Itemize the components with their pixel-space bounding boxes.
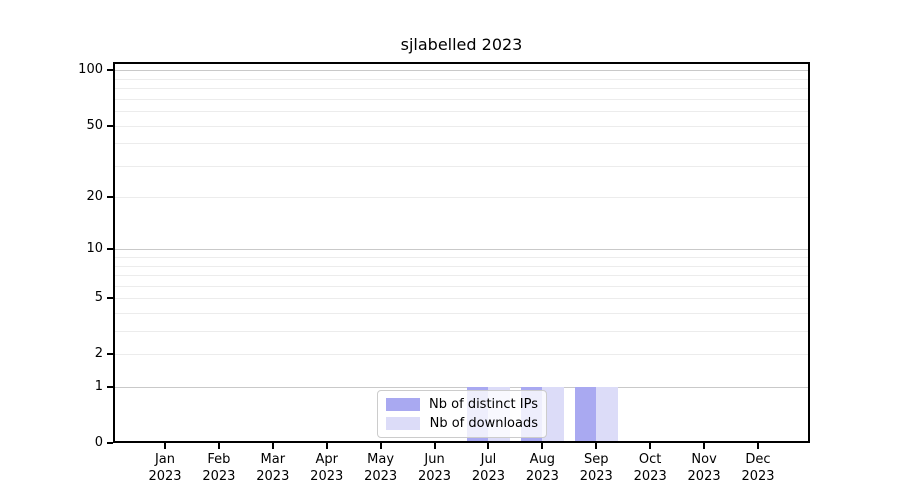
x-tick-label: Aug 2023 — [525, 452, 559, 484]
y-tick-label: 50 — [86, 117, 103, 133]
plot-area — [113, 62, 810, 443]
legend: Nb of distinct IPs Nb of downloads — [377, 390, 547, 438]
x-tick-label: Nov 2023 — [687, 452, 721, 484]
y-tick-label: 10 — [86, 241, 103, 257]
legend-entry-distinct-ips: Nb of distinct IPs — [386, 397, 538, 412]
y-tick-mark — [107, 248, 113, 251]
x-tick-label: Jun 2023 — [417, 452, 452, 484]
y-tick-mark — [107, 353, 113, 356]
x-tick-mark — [541, 443, 544, 449]
y-tick-label: 20 — [86, 189, 103, 205]
y-tick-mark — [107, 196, 113, 199]
x-tick-label: Oct 2023 — [633, 452, 667, 484]
y-tick-mark — [107, 124, 113, 127]
x-tick-mark — [271, 443, 274, 449]
y-tick-label: 1 — [94, 379, 103, 395]
y-gridline-minor — [113, 197, 810, 199]
x-tick-label: Feb 2023 — [202, 452, 236, 484]
bar-downloads — [542, 387, 564, 443]
y-gridline-minor — [113, 88, 810, 90]
y-tick-mark — [107, 69, 113, 72]
y-tick-label: 100 — [78, 62, 103, 78]
y-tick-mark — [107, 442, 113, 444]
x-tick-mark — [703, 443, 706, 449]
bar-distinct-ips — [574, 387, 597, 443]
x-tick-label: Sep 2023 — [579, 452, 613, 484]
y-gridline-minor — [113, 275, 810, 277]
x-tick-mark — [487, 443, 490, 449]
legend-label: Nb of downloads — [429, 416, 538, 431]
x-tick-label: May 2023 — [364, 452, 398, 484]
bar-downloads — [596, 387, 618, 443]
y-gridline-minor — [113, 143, 810, 145]
x-tick-label: Apr 2023 — [310, 452, 344, 484]
x-tick-mark — [325, 443, 328, 449]
x-tick-mark — [379, 443, 382, 449]
x-tick-mark — [595, 443, 598, 449]
y-gridline-minor — [113, 78, 810, 80]
legend-entry-downloads: Nb of downloads — [386, 416, 538, 431]
y-gridline-minor — [113, 125, 810, 127]
y-tick-label: 5 — [94, 290, 103, 306]
x-tick-mark — [756, 443, 759, 449]
chart-title: sjlabelled 2023 — [400, 35, 523, 54]
legend-swatch-icon — [386, 398, 420, 411]
y-gridline-minor — [113, 111, 810, 113]
y-gridline-major — [113, 387, 810, 389]
x-tick-label: Dec 2023 — [741, 452, 775, 484]
y-tick-label: 2 — [94, 346, 103, 362]
y-gridline-major — [113, 70, 810, 72]
y-gridline-minor — [113, 313, 810, 315]
y-gridline-minor — [113, 354, 810, 356]
x-tick-mark — [164, 443, 166, 449]
y-tick-mark — [107, 297, 113, 300]
legend-swatch-icon — [386, 417, 420, 430]
y-tick-label: 0 — [94, 435, 103, 450]
y-gridline-minor — [113, 331, 810, 333]
y-gridline-minor — [113, 298, 810, 300]
x-tick-label: Jan 2023 — [148, 452, 182, 484]
x-tick-label: Mar 2023 — [256, 452, 290, 484]
y-gridline-minor — [113, 285, 810, 287]
x-tick-label: Jul 2023 — [471, 452, 505, 484]
y-gridline-minor — [113, 165, 810, 167]
y-tick-mark — [107, 386, 113, 389]
legend-label: Nb of distinct IPs — [429, 397, 538, 412]
y-gridline-minor — [113, 98, 810, 100]
y-gridline-major — [113, 249, 810, 251]
y-gridline-minor — [113, 265, 810, 267]
x-tick-mark — [217, 443, 220, 449]
x-tick-mark — [433, 443, 436, 449]
y-gridline-minor — [113, 257, 810, 259]
x-tick-mark — [649, 443, 652, 449]
